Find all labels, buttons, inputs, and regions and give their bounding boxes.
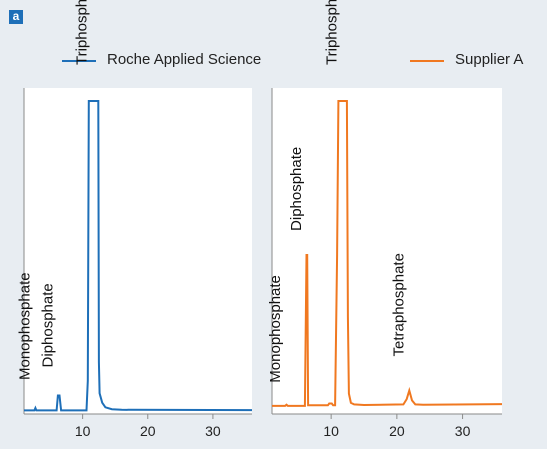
legend-label-roche: Roche Applied Science bbox=[107, 51, 262, 68]
legend-swatch-roche bbox=[62, 60, 96, 62]
series-line-2 bbox=[272, 100, 503, 407]
legend-swatch-supplier-a bbox=[410, 60, 444, 62]
peak-label-diphosphate: Diphosphate bbox=[40, 283, 57, 367]
peak-label-triphosphate: Triphosphate bbox=[73, 0, 90, 65]
x-tick-label-1-20: 20 bbox=[140, 423, 156, 439]
panel-label-badge: a bbox=[9, 10, 23, 24]
plot-panel-1 bbox=[24, 88, 252, 414]
x-tick-label-2-20: 20 bbox=[389, 423, 405, 439]
legend-label-supplier-a: Supplier A bbox=[455, 51, 524, 68]
peak-label-monophosphate: Monophosphate bbox=[267, 275, 284, 383]
plot-panel-2 bbox=[272, 88, 502, 414]
peak-label-triphosphate: Triphosphate bbox=[323, 0, 340, 65]
series-line-1 bbox=[24, 100, 253, 412]
x-tick-label-2-30: 30 bbox=[455, 423, 471, 439]
x-tick-label-2-10: 10 bbox=[323, 423, 339, 439]
x-tick-label-1-30: 30 bbox=[205, 423, 221, 439]
peak-label-diphosphate: Diphosphate bbox=[288, 147, 305, 231]
x-tick-label-1-10: 10 bbox=[75, 423, 91, 439]
peak-label-monophosphate: Monophosphate bbox=[16, 272, 33, 380]
peak-label-tetraphosphate: Tetraphosphate bbox=[390, 253, 407, 356]
